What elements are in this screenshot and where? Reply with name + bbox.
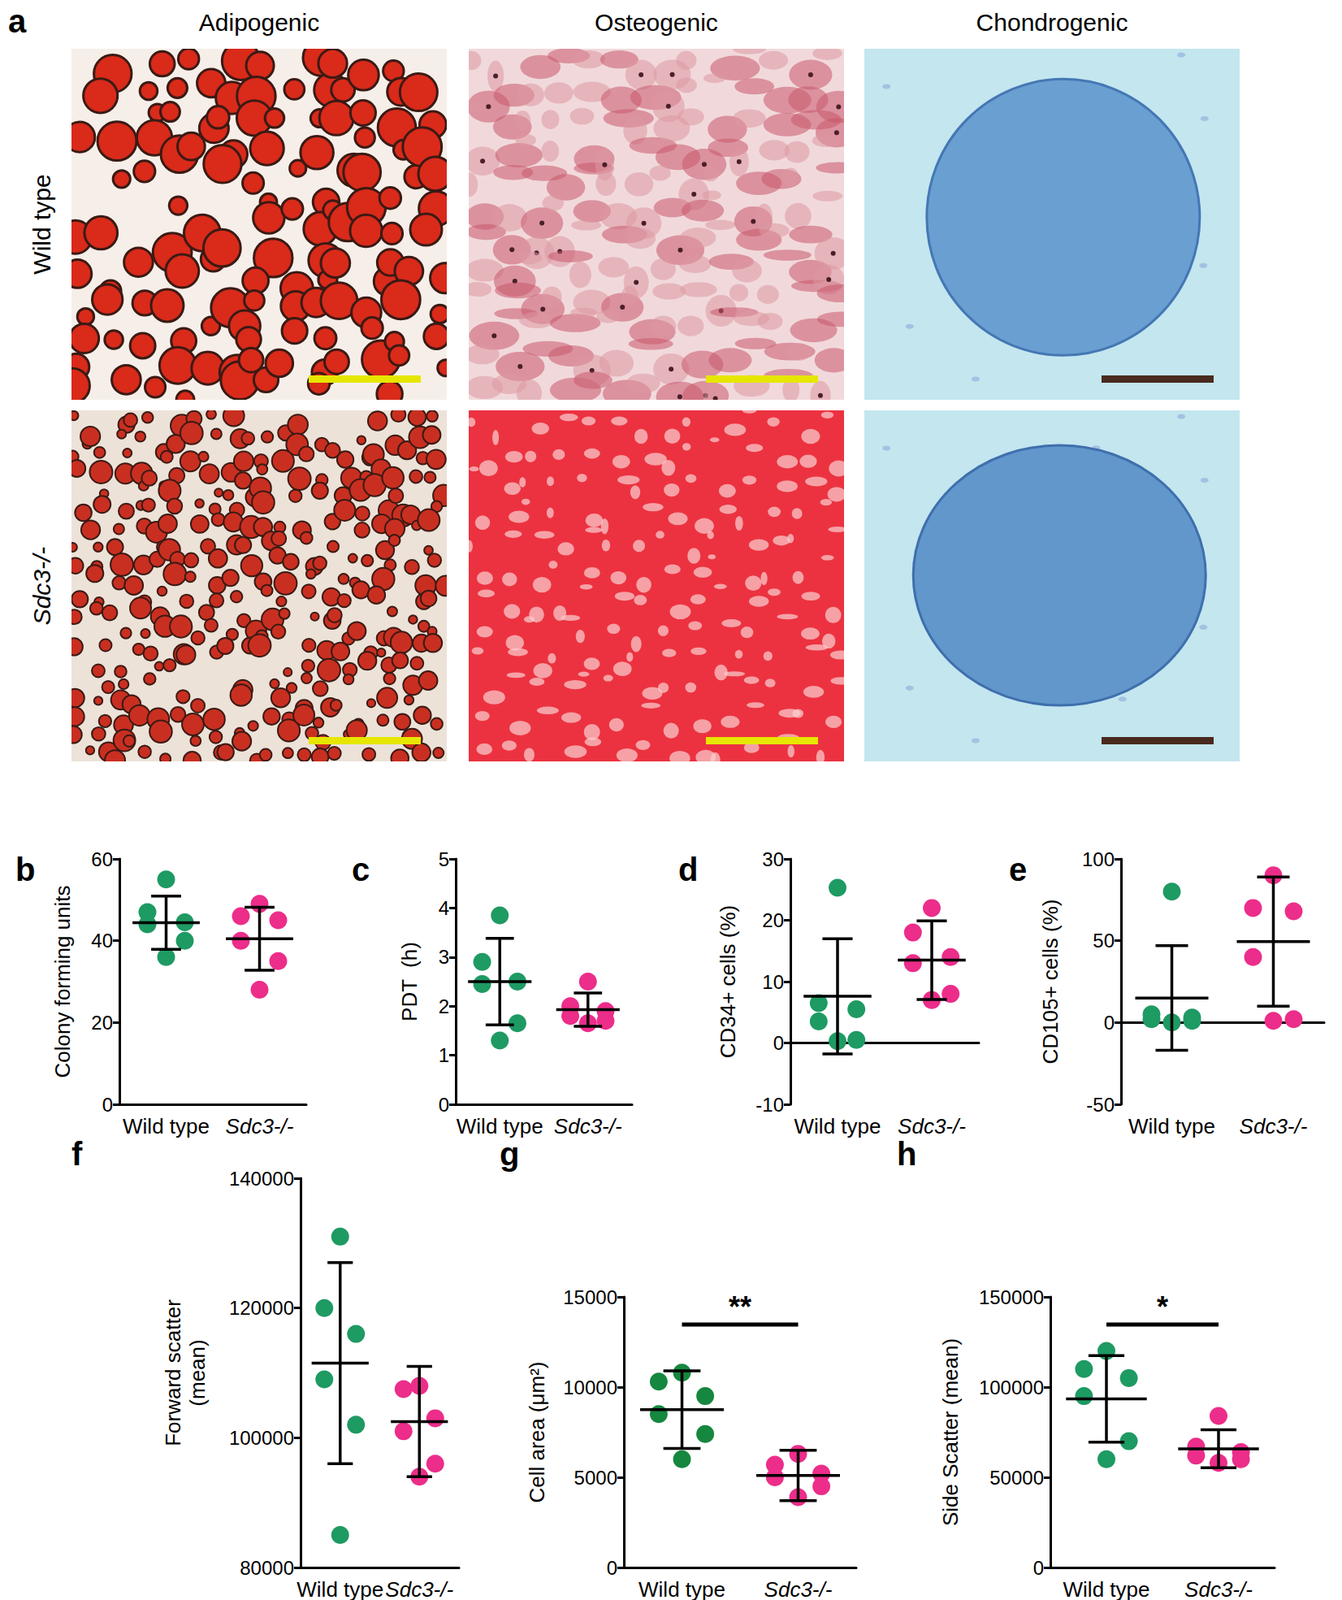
svg-text:Chondrogenic: Chondrogenic (976, 8, 1129, 36)
svg-text:Sdc3-/-: Sdc3-/- (897, 1113, 966, 1139)
svg-text:5000: 5000 (574, 1466, 618, 1489)
svg-text:g: g (499, 1135, 520, 1172)
svg-text:b: b (15, 851, 35, 888)
svg-text:Sdc3-/-: Sdc3-/- (764, 1576, 833, 1600)
svg-text:Sdc3-/-: Sdc3-/- (1239, 1113, 1308, 1139)
svg-text:120000: 120000 (229, 1296, 295, 1319)
svg-text:Colony forming units: Colony forming units (50, 885, 75, 1078)
svg-text:-10: -10 (755, 1093, 784, 1116)
svg-text:140000: 140000 (229, 1167, 295, 1190)
svg-text:Wild type: Wild type (296, 1576, 384, 1600)
svg-text:-50: -50 (1086, 1093, 1115, 1116)
svg-text:Sdc3-/-: Sdc3-/- (554, 1113, 623, 1139)
svg-text:Wild type: Wild type (1063, 1576, 1151, 1600)
svg-text:4: 4 (438, 896, 450, 919)
svg-text:0: 0 (773, 1031, 784, 1054)
svg-text:150000: 150000 (978, 1285, 1044, 1308)
svg-text:5: 5 (438, 848, 450, 871)
svg-text:Forward scatter: Forward scatter (160, 1298, 186, 1446)
svg-text:50000: 50000 (989, 1466, 1044, 1489)
svg-text:100: 100 (1082, 848, 1115, 871)
svg-text:Wild type: Wild type (456, 1113, 544, 1139)
svg-text:*: * (1156, 1290, 1169, 1324)
svg-text:Sdc3-/-: Sdc3-/- (1184, 1576, 1253, 1600)
svg-text:2: 2 (438, 995, 450, 1018)
svg-text:1: 1 (438, 1043, 450, 1066)
svg-text:Wild type: Wild type (794, 1113, 882, 1139)
svg-text:(mean): (mean) (185, 1338, 210, 1406)
svg-text:60: 60 (90, 848, 113, 871)
svg-text:Wild type: Wild type (638, 1576, 726, 1600)
svg-text:0: 0 (438, 1093, 450, 1116)
svg-text:0: 0 (1103, 1011, 1115, 1034)
svg-text:Sdc3-/-: Sdc3-/- (28, 546, 56, 626)
svg-text:f: f (71, 1135, 83, 1172)
svg-text:10000: 10000 (562, 1376, 618, 1399)
svg-text:100000: 100000 (978, 1376, 1044, 1399)
svg-text:e: e (1008, 851, 1027, 888)
svg-text:CD105+ cells (%): CD105+ cells (%) (1038, 898, 1063, 1064)
svg-text:15000: 15000 (562, 1285, 618, 1308)
svg-text:0: 0 (1033, 1556, 1044, 1579)
svg-text:PDT (h): PDT (h) (397, 941, 422, 1022)
svg-text:20: 20 (761, 909, 784, 931)
svg-text:30: 30 (761, 848, 784, 871)
svg-text:0: 0 (606, 1556, 618, 1579)
svg-text:10: 10 (761, 970, 784, 993)
svg-text:Wild type: Wild type (1128, 1113, 1216, 1139)
svg-text:80000: 80000 (239, 1556, 295, 1579)
svg-text:100000: 100000 (229, 1426, 295, 1449)
svg-text:20: 20 (90, 1011, 113, 1034)
svg-text:Osteogenic: Osteogenic (594, 8, 719, 36)
svg-text:50: 50 (1092, 929, 1115, 952)
svg-text:Sdc3-/-: Sdc3-/- (385, 1576, 454, 1600)
svg-text:Wild type: Wild type (122, 1113, 210, 1139)
svg-text:d: d (678, 851, 698, 888)
svg-text:Side Scatter (mean): Side Scatter (mean) (938, 1337, 963, 1526)
svg-text:Cell area (μm²): Cell area (μm²) (524, 1361, 550, 1503)
svg-text:c: c (351, 851, 370, 888)
svg-text:Sdc3-/-: Sdc3-/- (225, 1113, 295, 1139)
svg-text:Wild type: Wild type (28, 173, 56, 274)
svg-text:3: 3 (438, 945, 450, 968)
svg-text:Adipogenic: Adipogenic (199, 8, 320, 36)
svg-text:**: ** (728, 1290, 752, 1324)
svg-text:h: h (896, 1135, 917, 1172)
svg-text:CD34+ cells (%): CD34+ cells (%) (715, 904, 741, 1059)
svg-text:40: 40 (90, 929, 113, 952)
svg-text:a: a (8, 3, 27, 39)
svg-text:0: 0 (102, 1093, 113, 1116)
